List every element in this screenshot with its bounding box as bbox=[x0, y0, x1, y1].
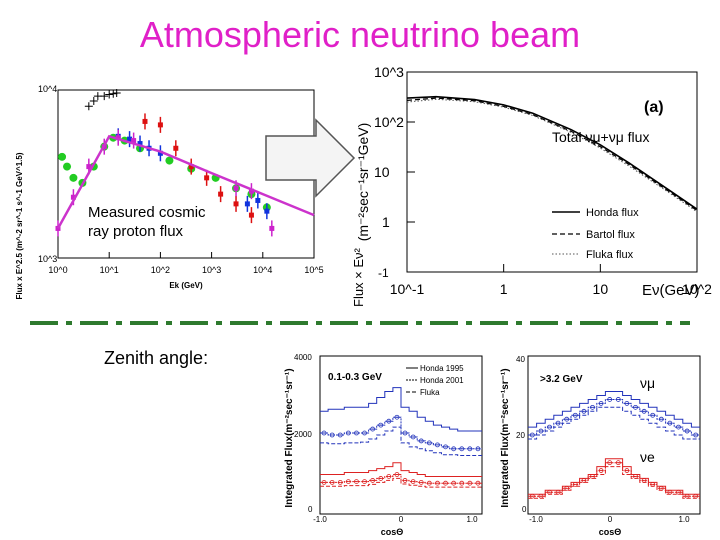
energy-ticks bbox=[406, 71, 698, 273]
cosmic-annotation-line1: Measured cosmic bbox=[88, 204, 206, 221]
energy-ytick-1: 10^2 bbox=[374, 114, 404, 130]
cosmic-xtick-4: 10^4 bbox=[253, 265, 272, 275]
zenith-high-plot: Integrated Flux(m⁻²sec⁻¹sr⁻¹) 40 20 0 -1… bbox=[500, 355, 701, 537]
zenith-high-ytick-1: 20 bbox=[516, 431, 525, 440]
zenith-high-nue: νe bbox=[640, 449, 655, 465]
cosmic-annotation: Measured cosmic ray proton flux bbox=[88, 203, 206, 241]
cosmic-xtick-1: 10^1 bbox=[100, 265, 119, 275]
zenith-low-xtick-2: 1.0 bbox=[466, 515, 478, 524]
histogram-nue-honda-1995 bbox=[320, 462, 482, 477]
histogram-nue-honda bbox=[528, 458, 700, 495]
energy-ylabel-prefix: Flux × Eν² bbox=[352, 247, 366, 307]
zenith-high-numu: νμ bbox=[640, 375, 655, 391]
energy-ytick-0: 10^3 bbox=[374, 64, 404, 80]
energy-xtick-2: 10 bbox=[593, 281, 609, 297]
zenith-high-ytick-0: 40 bbox=[516, 355, 525, 364]
histogram-fluka bbox=[320, 426, 482, 456]
energy-xtick-1: 1 bbox=[500, 281, 508, 297]
cosmic-point-green bbox=[165, 156, 174, 165]
legend-fluka: Fluka flux bbox=[586, 249, 634, 261]
zenith-high-xtick-2: 1.0 bbox=[678, 515, 690, 524]
cosmic-point-black bbox=[109, 89, 118, 98]
cosmic-ray-plot: Proton Flux x E^2.5 (m^-2 sr^-1 s^-1 GeV… bbox=[15, 84, 324, 300]
zenith-low-histograms bbox=[320, 387, 482, 488]
histogram-nue-fluka bbox=[528, 466, 700, 499]
zenith-low-xlabel: cosΘ bbox=[381, 527, 404, 537]
energy-xtick-0: 10^-1 bbox=[390, 281, 425, 297]
legend-honda: Honda flux bbox=[586, 207, 639, 219]
energy-ytick-3: 1 bbox=[382, 214, 390, 230]
histogram-nue-fluka bbox=[320, 477, 482, 488]
energy-panel-label: (a) bbox=[644, 99, 664, 116]
cosmic-point-black bbox=[112, 88, 121, 97]
cosmic-point-green bbox=[69, 173, 78, 182]
cosmic-point-black bbox=[100, 92, 109, 101]
histogram-numu-fluka bbox=[528, 406, 700, 440]
slide-title: Atmospheric neutrino beam bbox=[139, 14, 581, 55]
zenith-high-energy: >3.2 GeV bbox=[540, 374, 583, 385]
zenith-low-legend-2: Fluka bbox=[420, 388, 440, 397]
zenith-low-ytick-2: 0 bbox=[308, 505, 313, 514]
cosmic-point-black bbox=[89, 97, 98, 106]
cosmic-point-green bbox=[58, 152, 67, 161]
cosmic-ytick-bottom: 10^3 bbox=[38, 254, 57, 264]
zenith-high-ylabel: Integrated Flux(m⁻²sec⁻¹sr⁻¹) bbox=[500, 368, 511, 507]
energy-plot: (m⁻²sec⁻¹sr⁻¹GeV) Flux × Eν² 10^3 10^2 1… bbox=[352, 64, 712, 307]
cosmic-xtick-2: 10^2 bbox=[151, 265, 170, 275]
zenith-high-ytick-2: 0 bbox=[522, 505, 527, 514]
arrow-icon bbox=[265, 118, 356, 198]
cosmic-xtick-3: 10^3 bbox=[202, 265, 221, 275]
zenith-low-legend-1: Honda 2001 bbox=[420, 376, 464, 385]
histogram-honda-1995 bbox=[320, 387, 482, 432]
cosmic-xtick-5: 10^5 bbox=[304, 265, 323, 275]
cosmic-ticks bbox=[57, 252, 315, 258]
energy-line-bartol bbox=[406, 97, 698, 211]
zenith-high-xtick-1: 0 bbox=[608, 515, 613, 524]
zenith-low-energy: 0.1-0.3 GeV bbox=[328, 372, 382, 383]
zenith-low-legend-0: Honda 1995 bbox=[420, 364, 464, 373]
cosmic-annotation-line2: ray proton flux bbox=[88, 223, 184, 240]
cosmic-point-green bbox=[63, 162, 72, 171]
energy-ytick-2: 10 bbox=[374, 164, 390, 180]
zenith-low-plot: Integrated Flux(m⁻²sec⁻¹sr⁻¹) 4000 2000 … bbox=[284, 353, 483, 537]
zenith-low-ylabel: Integrated Flux(m⁻²sec⁻¹sr⁻¹) bbox=[284, 368, 295, 507]
zenith-high-xlabel: cosΘ bbox=[599, 527, 622, 537]
cosmic-ylabel: Proton Flux x E^2.5 (m^-2 sr^-1 s^-1 GeV… bbox=[15, 152, 24, 300]
cosmic-point-black bbox=[105, 90, 114, 99]
energy-xlabel: Eν(GeV) bbox=[642, 282, 700, 299]
zenith-low-ytick-0: 4000 bbox=[294, 353, 312, 362]
cosmic-xlabel: Ek (GeV) bbox=[169, 281, 203, 290]
zenith-low-xtick-0: -1.0 bbox=[313, 515, 327, 524]
section-divider bbox=[30, 321, 690, 325]
cosmic-xtick-0: 10^0 bbox=[48, 265, 67, 275]
energy-xtick-3: 10^2 bbox=[682, 281, 712, 297]
legend-bartol: Bartol flux bbox=[586, 229, 635, 241]
histogram-numu-honda bbox=[528, 391, 700, 428]
histogram-nue-bartol bbox=[528, 462, 700, 497]
zenith-high-xtick-0: -1.0 bbox=[529, 515, 543, 524]
energy-line-honda bbox=[406, 95, 698, 210]
cosmic-points bbox=[55, 88, 275, 237]
energy-ylabel-main: (m⁻²sec⁻¹sr⁻¹GeV) bbox=[355, 123, 371, 242]
energy-ytick-4: -1 bbox=[378, 266, 389, 280]
energy-line-fluka bbox=[406, 98, 698, 213]
energy-total-label: Total νμ+νμ flux bbox=[552, 129, 649, 145]
zenith-low-xtick-1: 0 bbox=[399, 515, 404, 524]
cosmic-fit-line bbox=[56, 134, 315, 230]
cosmic-point-black bbox=[84, 102, 93, 111]
zenith-low-frame bbox=[319, 355, 483, 515]
zenith-low-ytick-1: 2000 bbox=[294, 430, 312, 439]
cosmic-ytick-top: 10^4 bbox=[38, 84, 57, 94]
zenith-label: Zenith angle: bbox=[104, 348, 209, 368]
zenith-high-histograms bbox=[528, 391, 700, 499]
